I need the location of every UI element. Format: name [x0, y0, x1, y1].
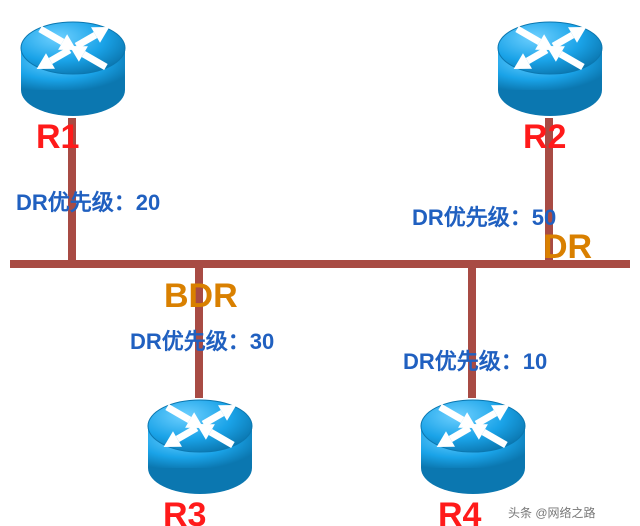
- priority-label-r3: DR优先级：30: [130, 324, 274, 356]
- router-icon: [495, 12, 605, 122]
- router-label-r3: R3: [163, 496, 206, 526]
- router-r1: [18, 12, 128, 122]
- router-icon: [18, 12, 128, 122]
- router-label-r2: R2: [523, 118, 566, 157]
- router-label-r4: R4: [438, 496, 481, 526]
- priority-label-r2: DR优先级：50: [412, 200, 556, 232]
- router-icon: [418, 390, 528, 500]
- router-icon: [145, 390, 255, 500]
- router-label-r1: R1: [36, 118, 79, 157]
- priority-label-r1: DR优先级：20: [16, 185, 160, 217]
- network-drop-r4-drop: [468, 268, 476, 398]
- router-r3: [145, 390, 255, 500]
- router-r4: [418, 390, 528, 500]
- network-bus-horizontal: [10, 260, 630, 268]
- role-label-bdr: BDR: [164, 277, 238, 316]
- role-label-dr: DR: [543, 228, 592, 267]
- priority-label-r4: DR优先级：10: [403, 344, 547, 376]
- watermark: 头条 @网络之路: [508, 504, 596, 521]
- router-r2: [495, 12, 605, 122]
